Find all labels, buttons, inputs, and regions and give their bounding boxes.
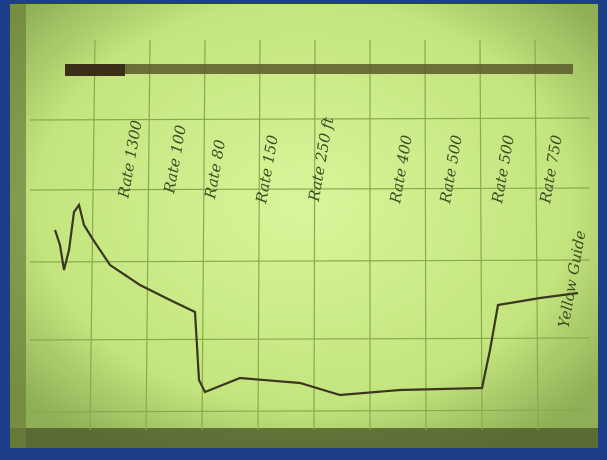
photo: Rate 1300Rate 100Rate 80Rate 150Rate 250…	[0, 0, 607, 460]
paper-margin	[10, 4, 26, 448]
top-band	[65, 64, 573, 74]
top-band-mark	[65, 64, 125, 76]
paper-edge	[10, 428, 598, 448]
